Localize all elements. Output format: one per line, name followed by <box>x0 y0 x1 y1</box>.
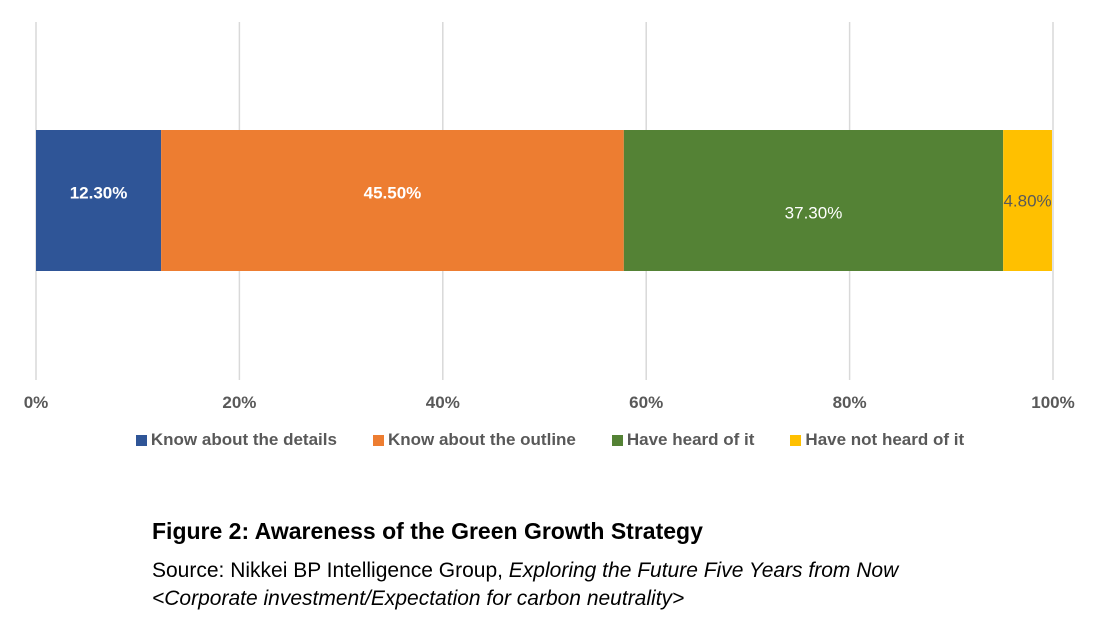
bar-segments: 12.30% 45.50% 37.30% 4.80% <box>36 130 1052 271</box>
legend-swatch <box>790 434 802 446</box>
x-tick-label: 40% <box>426 393 460 412</box>
x-tick-label: 0% <box>24 393 49 412</box>
figure-caption: Figure 2: Awareness of the Green Growth … <box>152 518 1072 613</box>
legend-label: Know about the details <box>150 430 337 449</box>
bar-segment <box>1003 130 1052 271</box>
legend-swatch <box>611 434 623 446</box>
data-label: 37.30% <box>785 204 843 223</box>
source-title: Exploring the Future Five Years from Now <box>508 559 899 582</box>
x-tick-label: 100% <box>1031 393 1074 412</box>
figure-title: Figure 2: Awareness of the Green Growth … <box>152 518 703 544</box>
legend-item: Have not heard of it <box>790 430 964 450</box>
figure-source: Source: Nikkei BP Intelligence Group, Ex… <box>152 557 1072 613</box>
legend-swatch <box>135 434 147 446</box>
legend-label: Have not heard of it <box>805 430 965 449</box>
x-axis-tick-labels: 0% 20% 40% 60% 80% 100% <box>24 393 1075 412</box>
legend-item: Know about the details <box>135 430 337 450</box>
source-prefix: Source: Nikkei BP Intelligence Group, <box>152 559 509 582</box>
legend-label: Know about the outline <box>387 430 576 449</box>
bar-segment <box>161 130 624 271</box>
bar-segment <box>36 130 162 271</box>
x-tick-label: 80% <box>833 393 867 412</box>
legend-item: Have heard of it <box>611 430 755 450</box>
legend-item: Know about the outline <box>372 430 576 450</box>
x-tick-label: 20% <box>222 393 256 412</box>
data-label: 45.50% <box>364 184 422 203</box>
bar-segment <box>623 130 1004 271</box>
legend-label: Have heard of it <box>626 430 755 449</box>
legend: Know about the details Know about the out… <box>0 430 1100 450</box>
data-label: 12.30% <box>70 184 128 203</box>
stacked-bar-chart: 12.30% 45.50% 37.30% 4.80% 0% 20% 40% 60% 80% 10… <box>24 22 1075 412</box>
x-tick-label: 60% <box>629 393 663 412</box>
legend-swatch <box>372 434 384 446</box>
data-label: 4.80% <box>1003 192 1051 211</box>
source-subtitle: <Corporate investment/Expectation for ca… <box>152 587 685 610</box>
